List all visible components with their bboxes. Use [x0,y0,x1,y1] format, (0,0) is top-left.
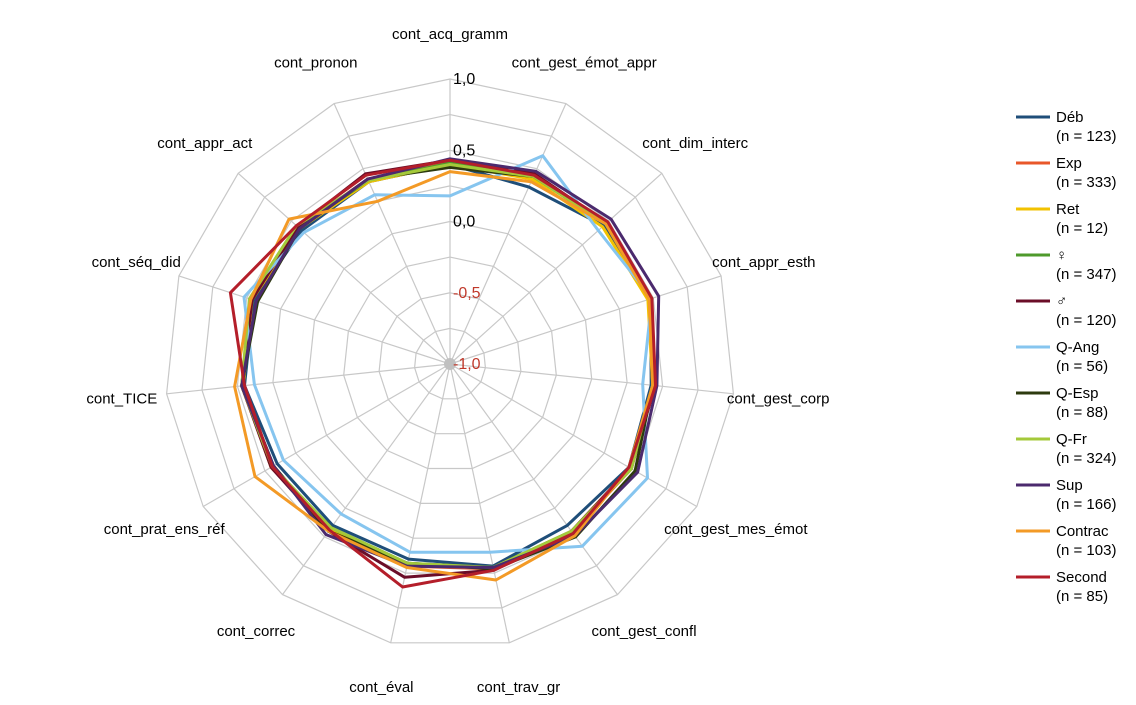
legend-series-name: Déb [1056,109,1084,126]
legend-series-name: Q-Fr [1056,431,1087,448]
grid-ring [307,220,593,504]
tick-label: 1,0 [453,71,475,88]
legend-series-name: Exp [1056,155,1082,172]
grid-ring [413,327,487,400]
tick-label: 0,0 [453,214,475,231]
legend-series-name: Second [1056,569,1107,586]
grid-ring [201,113,699,609]
grid-spoke [202,363,451,508]
legend-series-count: (n = 85) [1056,588,1108,605]
grid-spoke [390,363,451,643]
legend-series-count: (n = 324) [1056,450,1116,467]
legend-series-count: (n = 103) [1056,542,1116,559]
category-label: cont_dim_interc [642,135,748,152]
category-label: cont_gest_mes_émot [664,521,808,538]
legend-series-name: ♀ [1056,247,1067,264]
category-label: cont_gest_confl [591,623,696,640]
category-label: cont_appr_act [157,135,253,152]
grid-spoke [449,275,722,365]
category-label: cont_éval [349,679,413,696]
category-label: cont_prat_ens_réf [104,521,226,538]
legend-series-count: (n = 347) [1056,266,1116,283]
radar-series [228,154,661,589]
category-label: cont_gest_émot_appr [512,55,657,72]
legend-series-count: (n = 12) [1056,220,1108,237]
category-label: cont_acq_gramm [392,26,508,43]
grid-spoke [166,363,451,395]
grid-spoke [449,103,567,365]
grid-spoke [333,103,451,365]
category-label: cont_séq_did [92,254,181,271]
grid-spoke [449,363,618,595]
tick-label: -1,0 [453,356,481,373]
legend-series-count: (n = 166) [1056,496,1116,513]
center-marker [444,358,456,370]
legend-series-name: Ret [1056,201,1080,218]
grid-spoke [449,363,734,395]
grid-spoke [449,363,510,643]
legend-series-count: (n = 333) [1056,174,1116,191]
category-label: cont_TICE [86,391,157,408]
category-label: cont_gest_corp [727,391,830,408]
grid-ring [272,185,628,539]
grid-ring [165,78,735,644]
grid-spoke [178,275,451,365]
grid-ring [378,292,522,435]
legend-series-name: ♂ [1056,293,1067,310]
legend-series-count: (n = 56) [1056,358,1108,375]
category-label: cont_appr_esth [712,254,815,271]
grid-ring [343,256,557,470]
legend-series-name: Sup [1056,477,1083,494]
grid-spoke [237,172,451,365]
legend: Déb (n = 123) Exp (n = 333) Ret (n = 12) ♀ (n =… [1016,109,1116,605]
category-label: cont_pronon [274,55,357,72]
grid-spoke [449,172,663,365]
legend-series-count: (n = 123) [1056,128,1116,145]
grid-spoke [282,363,451,595]
series-line-9 [233,170,655,582]
series-line-10 [228,158,657,589]
legend-series-count: (n = 88) [1056,404,1108,421]
tick-label: 0,5 [453,142,475,159]
tick-label: -0,5 [453,285,481,302]
legend-series-name: Q-Esp [1056,385,1099,402]
category-label: cont_trav_gr [477,679,560,696]
series-line-8 [240,157,661,569]
category-label: cont_correc [217,623,296,640]
grid-spoke [449,363,698,508]
legend-series-name: Q-Ang [1056,339,1099,356]
legend-series-name: Contrac [1056,523,1109,540]
legend-series-count: (n = 120) [1056,312,1116,329]
radial-tick-labels: 1,0 0,5 0,0 -0,5 -1,0 [453,71,481,373]
series-line-5 [242,154,654,554]
